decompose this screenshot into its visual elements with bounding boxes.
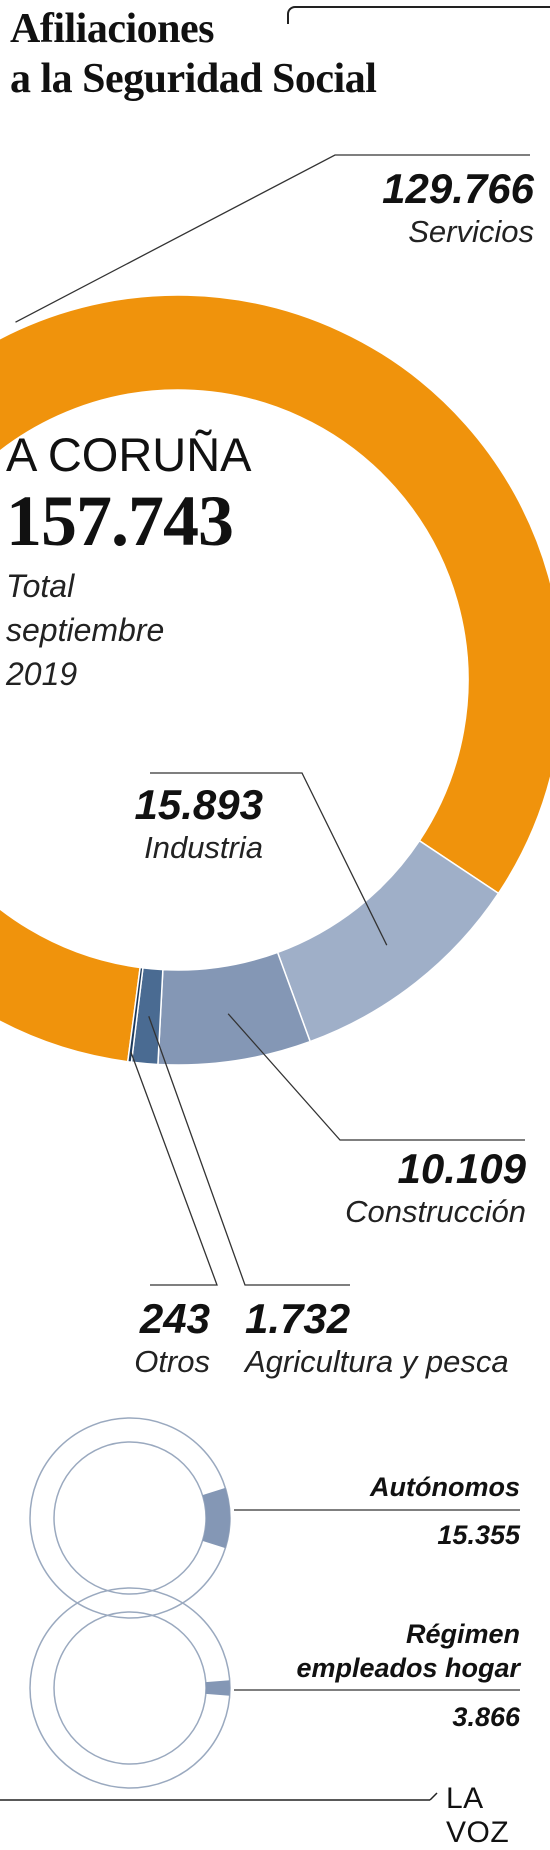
name-servicios: Servicios (408, 214, 534, 249)
leader-servicios (15, 154, 530, 323)
name-empleados-hogar-line-2: empleados hogar (296, 1653, 520, 1683)
empleados-hogar-outer-ring (29, 1587, 231, 1789)
value-otros: 243 (139, 1295, 210, 1342)
footer-rule-tick (429, 1792, 438, 1801)
caption-line-1: Total (6, 568, 75, 604)
leader-industria (150, 772, 388, 946)
footer-brand: LA VOZ (446, 1782, 510, 1849)
value-servicios: 129.766 (382, 165, 534, 212)
infographic-title: Afiliaciones a la Seguridad Social (10, 4, 377, 104)
name-industria: Industria (144, 830, 263, 865)
center-summary: A CORUÑA 157.743 Total septiembre 2019 (6, 428, 252, 696)
label-agricultura: 1.732 Agricultura y pesca (245, 1295, 509, 1381)
title-bracket-decoration (287, 6, 550, 24)
autonomos-inner-ring (53, 1441, 207, 1595)
value-industria: 15.893 (134, 781, 263, 828)
value-construccion: 10.109 (397, 1145, 526, 1192)
slice-industria (276, 839, 500, 1043)
caption-line-2: septiembre (6, 612, 165, 648)
autonomos-slice (202, 1487, 230, 1549)
name-empleados-hogar-line-1: Régimen (405, 1619, 520, 1649)
empleados-hogar-slice (205, 1680, 230, 1696)
total-value: 157.743 (6, 481, 234, 561)
value-agricultura: 1.732 (245, 1295, 351, 1342)
value-empleados-hogar: 3.866 (452, 1702, 520, 1732)
label-empleados-hogar: Régimen empleados hogar (296, 1617, 520, 1685)
city-name: A CORUÑA (6, 428, 252, 481)
empleados-hogar-inner-ring (53, 1611, 207, 1765)
name-construccion: Construcción (345, 1194, 526, 1229)
total-caption: Total septiembre 2019 (6, 564, 252, 696)
name-otros: Otros (134, 1344, 210, 1379)
title-line-1: Afiliaciones (10, 6, 214, 52)
slice-otros (126, 966, 144, 1064)
label-construccion: 10.109 Construcción (345, 1145, 526, 1231)
label-autonomos: Autónomos (370, 1470, 520, 1504)
leader-otros (130, 1051, 218, 1286)
label-servicios: 129.766 Servicios (382, 165, 534, 251)
name-agricultura: Agricultura y pesca (245, 1344, 509, 1379)
title-line-2: a la Seguridad Social (10, 56, 377, 102)
name-autonomos: Autónomos (370, 1472, 520, 1502)
leader-construccion (227, 1013, 525, 1141)
label-industria: 15.893 Industria (135, 781, 263, 867)
value-autonomos: 15.355 (437, 1520, 520, 1550)
caption-line-3: 2019 (6, 656, 78, 692)
leader-agricultura (148, 1016, 350, 1286)
label-otros: 243 Otros (134, 1295, 210, 1381)
slice-servicios (0, 294, 550, 1063)
